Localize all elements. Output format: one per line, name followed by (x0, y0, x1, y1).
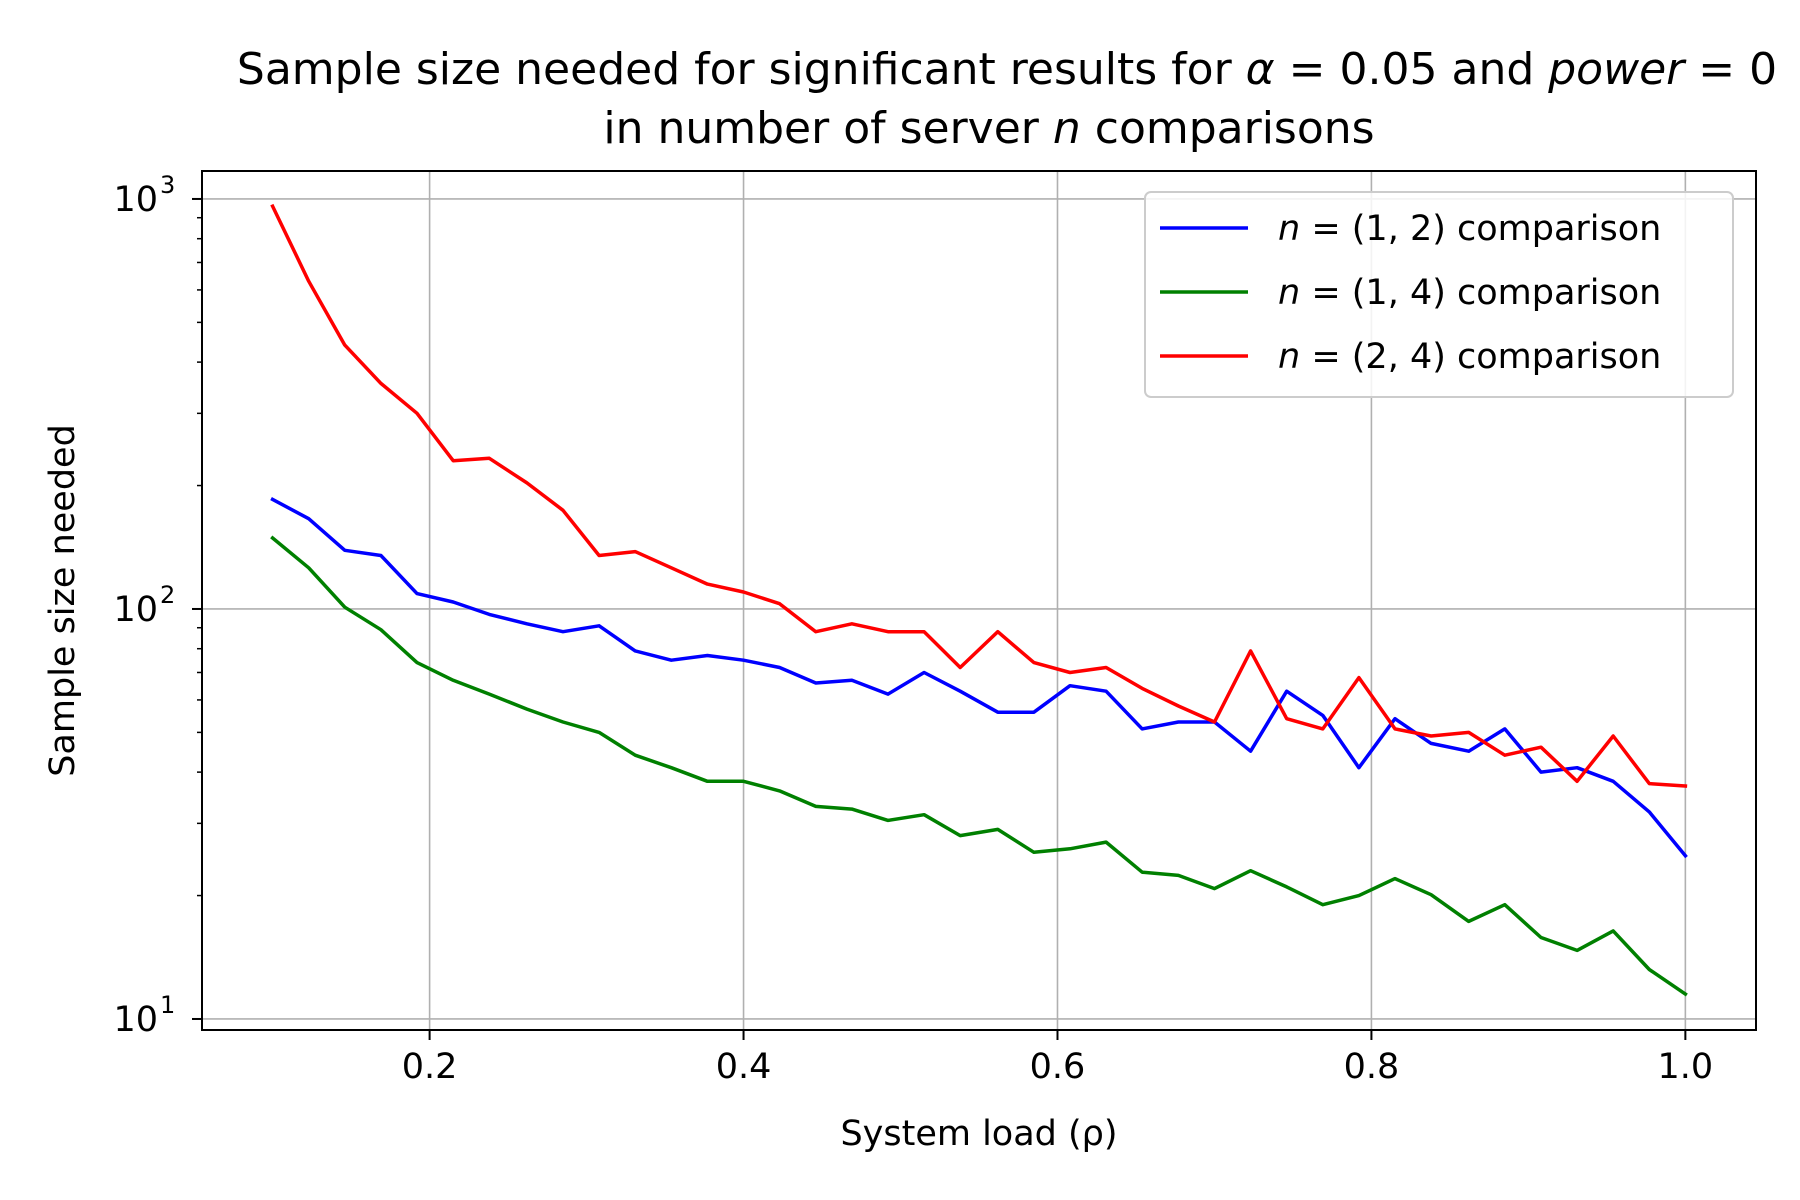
legend-box (1144, 191, 1734, 398)
svg-text:10: 10 (113, 1000, 158, 1040)
legend: n = (1, 2) comparison n = (1, 4) comparis… (1144, 191, 1734, 398)
legend-entry-1: n = (1, 2) comparison (1160, 209, 1661, 249)
x-ticks: 0.2 0.4 0.6 0.8 1.0 (402, 1030, 1713, 1087)
legend-label: n = (1, 2) comparison (1278, 209, 1661, 249)
x-tick-label: 0.8 (1344, 1047, 1400, 1087)
svg-text:1: 1 (160, 991, 175, 1019)
plot-frame (201, 170, 1757, 1031)
x-tick-label: 0.6 (1030, 1047, 1086, 1087)
x-tick-label: 0.4 (716, 1047, 772, 1087)
series-line-3 (270, 203, 1688, 788)
title-line-1: Sample size needed for significant resul… (237, 44, 1777, 95)
series-lines (270, 203, 1688, 997)
y-axis-label: Sample size needed (43, 424, 83, 777)
x-tick-label: 0.2 (402, 1047, 458, 1087)
x-axis-label: System load (ρ) (840, 1114, 1117, 1154)
x-tick-label: 1.0 (1658, 1047, 1714, 1087)
legend-label: n = (1, 4) comparison (1278, 273, 1661, 313)
title-line-2: in number of server n comparisons (603, 103, 1374, 154)
chart-title: Sample size needed for significant resul… (237, 44, 1777, 154)
svg-text:2: 2 (160, 581, 175, 609)
y-tick-label: 10 3 (113, 171, 175, 220)
y-tick-label: 10 1 (113, 991, 175, 1040)
series-line-2 (270, 535, 1688, 997)
svg-text:10: 10 (113, 180, 158, 220)
series-line-1 (270, 497, 1688, 859)
svg-text:10: 10 (113, 590, 158, 630)
legend-entry-3: n = (2, 4) comparison (1160, 337, 1661, 377)
y-tick-label: 10 2 (113, 581, 175, 630)
legend-entry-2: n = (1, 4) comparison (1160, 273, 1661, 313)
legend-label: n = (2, 4) comparison (1278, 337, 1661, 377)
svg-text:3: 3 (160, 171, 175, 199)
